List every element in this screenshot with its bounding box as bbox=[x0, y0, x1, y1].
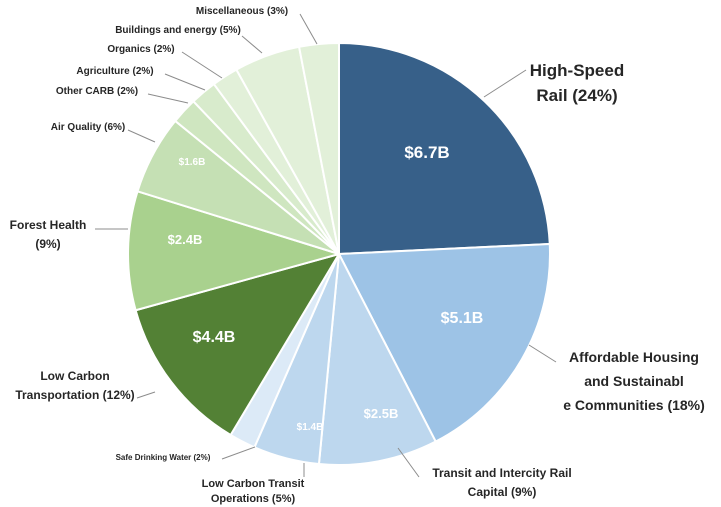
leader-line-agriculture bbox=[164, 73, 206, 91]
slice-label-agriculture: Agriculture (2%) bbox=[76, 66, 153, 77]
leader-line-buildings-and-energy bbox=[241, 35, 263, 54]
pie-slice-high-speed-rail bbox=[338, 42, 551, 255]
slice-label-forest-health: Forest Health (9%) bbox=[10, 218, 87, 251]
slice-label-transit-and-intercity-rail-capital: Transit and Intercity Rail Capital (9%) bbox=[432, 466, 571, 499]
value-label-low-carbon-transit-operations: $1.4B bbox=[297, 422, 324, 433]
leader-line-other-carb bbox=[147, 93, 189, 104]
pie-slices bbox=[127, 42, 551, 466]
leader-line-miscellaneous bbox=[299, 13, 318, 45]
leader-line-low-carbon-transportation bbox=[136, 391, 156, 399]
pie-slice-transit-and-intercity-rail-capital bbox=[317, 253, 437, 466]
slice-label-other-carb: Other CARB (2%) bbox=[56, 86, 138, 97]
leader-line-high-speed-rail bbox=[483, 69, 527, 98]
slice-label-air-quality: Air Quality (6%) bbox=[51, 122, 125, 133]
slice-label-low-carbon-transit-operations: Low Carbon Transit Operations (5%) bbox=[202, 478, 305, 505]
pie-slice-affordable-housing-and-sustainable-communities bbox=[338, 242, 551, 443]
value-label-air-quality: $1.6B bbox=[179, 157, 206, 168]
value-label-forest-health: $2.4B bbox=[168, 232, 203, 247]
pie-slice-forest-health bbox=[127, 190, 340, 312]
leader-line-organics bbox=[181, 51, 223, 79]
value-label-high-speed-rail: $6.7B bbox=[404, 143, 449, 162]
pie-labels: High-Speed Rail (24%) $6.7B Affordable Hous… bbox=[10, 6, 705, 505]
leader-line-air-quality bbox=[127, 129, 156, 143]
leader-line-affordable-housing-and-sustainable-communities bbox=[528, 344, 557, 363]
slice-label-affordable-housing-and-sustainable-communities: Affordable Housing and Sustainabl e Commun… bbox=[563, 349, 705, 413]
value-label-transit-and-intercity-rail-capital: $2.5B bbox=[364, 406, 399, 421]
slice-label-low-carbon-transportation: Low Carbon Transportation (12%) bbox=[15, 369, 134, 402]
pie-slice-miscellaneous bbox=[298, 42, 340, 255]
slice-label-buildings-and-energy: Buildings and energy (5%) bbox=[115, 25, 241, 36]
slice-label-miscellaneous: Miscellaneous (3%) bbox=[196, 6, 288, 17]
leader-line-safe-drinking-water bbox=[221, 446, 256, 460]
slice-label-high-speed-rail: High-Speed Rail (24%) bbox=[530, 61, 624, 105]
slice-label-organics: Organics (2%) bbox=[107, 44, 174, 55]
pie-slice-low-carbon-transportation bbox=[134, 253, 340, 437]
leader-line-transit-and-intercity-rail-capital bbox=[397, 447, 420, 478]
value-label-affordable-housing-and-sustainable-communities: $5.1B bbox=[441, 310, 484, 327]
value-label-low-carbon-transportation: $4.4B bbox=[193, 329, 236, 346]
slice-label-safe-drinking-water: Safe Drinking Water (2%) bbox=[116, 453, 211, 462]
